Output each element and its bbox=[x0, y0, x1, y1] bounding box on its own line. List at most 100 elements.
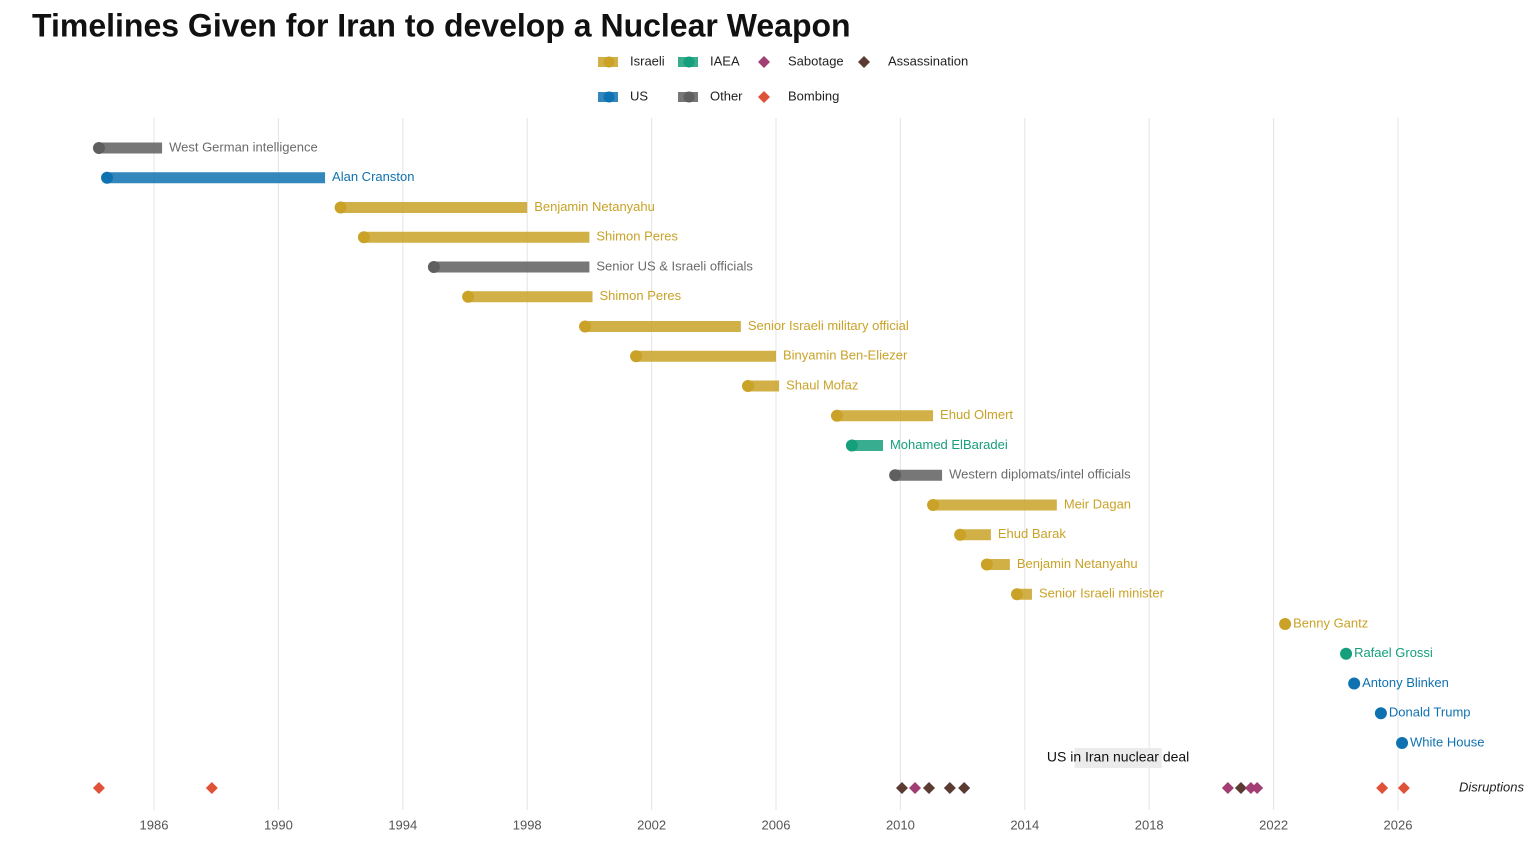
start-dot bbox=[927, 499, 940, 511]
annotation: US in Iran nuclear deal bbox=[1047, 749, 1189, 765]
x-tick-label: 2022 bbox=[1259, 817, 1288, 832]
disruption bbox=[1251, 782, 1264, 794]
timeline-bar bbox=[107, 172, 326, 184]
timeline-bar bbox=[836, 410, 934, 422]
legend-key bbox=[758, 56, 770, 68]
x-tick-label: 2014 bbox=[1010, 817, 1039, 832]
disruption bbox=[909, 782, 922, 794]
legend-label: Israeli bbox=[630, 53, 665, 68]
x-tick-label: 2002 bbox=[637, 817, 666, 832]
x-tick-label: 1994 bbox=[388, 817, 417, 832]
legend-key bbox=[758, 91, 770, 103]
row-label: Donald Trump bbox=[1389, 705, 1471, 720]
disruption bbox=[958, 782, 971, 794]
row-label: Shimon Peres bbox=[596, 229, 678, 244]
legend-key bbox=[683, 91, 695, 103]
start-dot bbox=[954, 528, 967, 541]
timeline-bar bbox=[851, 440, 883, 451]
row-label: Shimon Peres bbox=[600, 288, 682, 303]
start-dot bbox=[101, 171, 114, 184]
legend-key bbox=[858, 56, 870, 68]
row-label: White House bbox=[1410, 734, 1484, 749]
legend-label: Sabotage bbox=[788, 53, 844, 68]
row-label: Benjamin Netanyahu bbox=[1017, 556, 1138, 571]
row-label: Senior Israeli military official bbox=[748, 318, 909, 333]
disruption bbox=[1221, 782, 1234, 794]
timeline-bar bbox=[363, 231, 590, 243]
row-label: Western diplomats/intel officials bbox=[949, 467, 1131, 482]
x-tick-label: 2006 bbox=[762, 817, 791, 832]
timeline-bar bbox=[986, 559, 1010, 570]
timeline-bar bbox=[748, 380, 780, 392]
disruption bbox=[923, 782, 936, 794]
disruption bbox=[205, 782, 218, 794]
disruption bbox=[1244, 782, 1257, 794]
start-dot bbox=[1348, 677, 1361, 690]
row-label: Binyamin Ben-Eliezer bbox=[783, 348, 908, 363]
disruption bbox=[943, 782, 956, 794]
start-dot bbox=[1374, 707, 1387, 720]
start-dot bbox=[92, 142, 105, 154]
start-dot bbox=[579, 320, 592, 333]
timeline-bar bbox=[98, 142, 163, 154]
timeline-bar bbox=[895, 469, 943, 481]
legend-label: US bbox=[630, 88, 648, 103]
start-dot bbox=[357, 231, 370, 244]
legend-label: IAEA bbox=[710, 53, 740, 68]
start-dot bbox=[630, 350, 643, 363]
legend-label: Assassination bbox=[888, 53, 968, 68]
start-dot bbox=[427, 261, 440, 273]
row-label: Senior Israeli minister bbox=[1039, 586, 1165, 601]
start-dot bbox=[462, 290, 475, 303]
disruption bbox=[1376, 782, 1389, 794]
start-dot bbox=[980, 558, 993, 571]
x-tick-label: 2026 bbox=[1384, 817, 1413, 832]
legend-key bbox=[603, 91, 615, 103]
chart-title: Timelines Given for Iran to develop a Nu… bbox=[32, 7, 851, 43]
timeline-bar bbox=[340, 202, 528, 213]
row-label: Mohamed ElBaradei bbox=[890, 437, 1008, 452]
start-dot bbox=[742, 380, 755, 392]
x-tick-label: 2018 bbox=[1135, 817, 1164, 832]
timeline-bar bbox=[433, 261, 590, 273]
row-label: Shaul Mofaz bbox=[786, 377, 858, 392]
row-label: Antony Blinken bbox=[1362, 675, 1449, 690]
row-label: Alan Cranston bbox=[332, 169, 414, 184]
x-tick-label: 1990 bbox=[264, 817, 293, 832]
row-label: Meir Dagan bbox=[1064, 496, 1131, 511]
row-label: Benjamin Netanyahu bbox=[534, 199, 655, 214]
x-tick-label: 1998 bbox=[513, 817, 542, 832]
disruptions-label: Disruptions bbox=[1459, 779, 1525, 794]
legend-key bbox=[683, 56, 695, 68]
row-label: Ehud Olmert bbox=[940, 407, 1013, 422]
timeline-bar bbox=[1017, 588, 1032, 600]
start-dot bbox=[1011, 588, 1024, 601]
legend-key bbox=[603, 56, 615, 68]
disruption bbox=[92, 782, 105, 794]
x-tick-label: 1986 bbox=[140, 817, 169, 832]
row-label: West German intelligence bbox=[169, 139, 318, 154]
start-dot bbox=[1340, 647, 1353, 660]
legend-label: Other bbox=[710, 88, 743, 103]
timeline-bar bbox=[468, 291, 593, 303]
disruption bbox=[895, 782, 908, 794]
legend-label: Bombing bbox=[788, 88, 839, 103]
annotation-band bbox=[1074, 748, 1162, 768]
row-label: Benny Gantz bbox=[1293, 615, 1368, 630]
start-dot bbox=[889, 469, 902, 482]
x-tick-label: 2010 bbox=[886, 817, 915, 832]
start-dot bbox=[1396, 737, 1409, 749]
start-dot bbox=[845, 439, 858, 452]
start-dot bbox=[1279, 618, 1292, 630]
timeline-bar bbox=[585, 321, 741, 332]
row-label: Senior US & Israeli officials bbox=[596, 258, 753, 273]
timeline-bar bbox=[933, 499, 1057, 511]
timeline-bar bbox=[636, 350, 776, 362]
row-label: Rafael Grossi bbox=[1354, 645, 1433, 660]
start-dot bbox=[334, 201, 347, 214]
disruption bbox=[1234, 782, 1247, 794]
timeline-bar bbox=[960, 529, 991, 541]
disruption bbox=[1397, 782, 1410, 794]
start-dot bbox=[830, 409, 843, 422]
